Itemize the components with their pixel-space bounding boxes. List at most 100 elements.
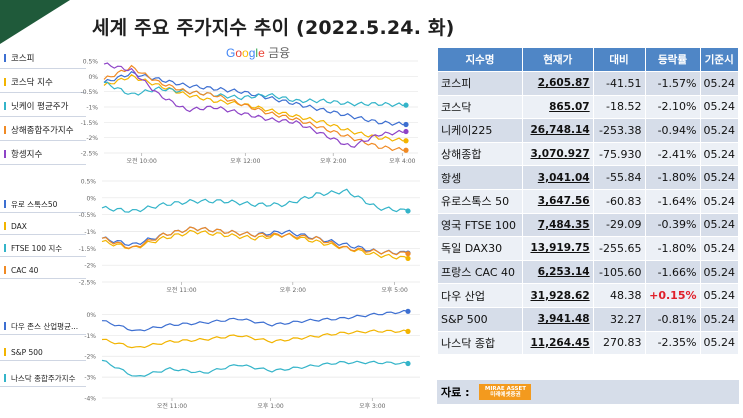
change-rate: -1.64% <box>644 188 701 214</box>
legend-item[interactable]: 상해종합주가지수 <box>0 120 86 141</box>
current-price-link[interactable]: 2,605.87 <box>521 71 594 96</box>
change-value: -55.84 <box>592 165 646 190</box>
y-tick-label: 0.5% <box>81 179 97 186</box>
series-line <box>103 62 407 148</box>
series-end-point <box>405 360 411 367</box>
legend-swatch <box>4 54 6 62</box>
y-tick-label: -1% <box>86 105 98 112</box>
table-row: 상해종합 3,070.927 -75.930 -2.41% 05.24 <box>437 141 739 167</box>
table-row: 코스피 2,605.87 -41.51 -1.57% 05.24 <box>437 71 739 96</box>
change-value: -29.09 <box>592 212 646 238</box>
x-tick-label: 오후 3:00 <box>359 402 386 410</box>
base-time: 05.24 <box>699 165 739 190</box>
legend-item[interactable]: 코스닥 지수 <box>0 72 86 93</box>
change-value: 32.27 <box>592 306 646 332</box>
legend-swatch <box>4 322 6 330</box>
legend-item[interactable]: 나스닥 종합주가지수 <box>0 370 86 387</box>
legend-label: FTSE 100 지수 <box>11 243 63 253</box>
x-tick-label: 오후 2:00 <box>320 157 347 165</box>
index-name: 항셍 <box>437 165 523 190</box>
y-tick-label: 0% <box>86 195 96 202</box>
current-price-link[interactable]: 7,484.35 <box>521 212 594 238</box>
legend-item[interactable]: CAC 40 <box>0 262 86 279</box>
legend-label: 코스닥 지수 <box>11 78 53 88</box>
change-rate: -0.39% <box>644 212 701 238</box>
legend-label: DAX <box>11 221 27 231</box>
x-tick-label: 오전 11:00 <box>166 286 196 294</box>
change-rate: -1.57% <box>644 71 701 96</box>
legend-label: 항셍지수 <box>11 150 43 160</box>
legend-label: 나스닥 종합주가지수 <box>11 373 76 383</box>
legend-item[interactable]: S&P 500 <box>0 344 86 361</box>
legend-item[interactable]: FTSE 100 지수 <box>0 240 86 257</box>
index-name: 유로스톡스 50 <box>437 188 523 214</box>
series-line <box>101 329 409 349</box>
base-time: 05.24 <box>699 283 739 308</box>
current-price-link[interactable]: 865.07 <box>521 94 594 120</box>
change-rate: -0.81% <box>644 306 701 332</box>
series-end-point <box>405 208 411 214</box>
table-row: 코스닥 865.07 -18.52 -2.10% 05.24 <box>437 94 739 120</box>
x-tick-label: 오후 5:00 <box>381 286 408 294</box>
legend-item[interactable]: DAX <box>0 218 86 235</box>
y-tick-label: -2.5% <box>81 151 99 158</box>
y-tick-label: 0% <box>88 74 98 81</box>
change-value: -255.65 <box>592 236 646 261</box>
table-row: 유로스톡스 50 3,647.56 -60.83 -1.64% 05.24 <box>437 188 739 214</box>
legend-swatch <box>4 222 6 230</box>
legend-swatch <box>4 374 6 382</box>
current-price-link[interactable]: 13,919.75 <box>521 236 594 261</box>
legend-swatch <box>4 266 6 274</box>
google-letter: o <box>242 46 249 60</box>
series-line <box>101 309 409 332</box>
base-time: 05.24 <box>699 330 739 356</box>
index-name: 상해종합 <box>437 141 523 167</box>
change-rate: -1.80% <box>644 165 701 190</box>
x-tick-label: 오후 12:00 <box>230 157 260 165</box>
table-row: 다우 산업 31,928.62 48.38 +0.15% 05.24 <box>437 283 739 308</box>
current-price-link[interactable]: 3,041.04 <box>521 165 594 190</box>
y-tick-label: -1% <box>84 333 96 340</box>
base-time: 05.24 <box>699 236 739 261</box>
legend-item[interactable]: 닛케이 평균주가 <box>0 96 86 117</box>
legend-label: 상해종합주가지수 <box>11 126 74 136</box>
base-time: 05.24 <box>699 118 739 143</box>
index-name: 나스닥 종합 <box>437 330 523 356</box>
legend-item[interactable]: 코스피 <box>0 48 86 69</box>
current-price-link[interactable]: 26,748.14 <box>521 118 594 143</box>
table-header-row: 지수명 현재가 대비 등락률 기준시 <box>437 47 739 72</box>
change-rate: -0.94% <box>644 118 701 143</box>
legend-item[interactable]: 항셍지수 <box>0 144 86 165</box>
index-name: 영국 FTSE 100 <box>437 212 523 238</box>
y-tick-label: -2% <box>84 263 96 270</box>
google-letter: G <box>226 46 236 60</box>
legend-item[interactable]: 유로 스톡스50 <box>0 196 86 213</box>
google-letter: l <box>255 46 259 60</box>
current-price-link[interactable]: 31,928.62 <box>521 283 594 308</box>
series-end-point <box>403 147 409 153</box>
series-end-point <box>403 102 409 108</box>
index-table: 지수명 현재가 대비 등락률 기준시 코스피 2,605.87 -41.51 -1.5… <box>437 47 739 356</box>
x-tick-label: 오후 4:00 <box>389 157 416 165</box>
legend-label: 코스피 <box>11 54 35 64</box>
table-row: 독일 DAX30 13,919.75 -255.65 -1.80% 05.24 <box>437 236 739 261</box>
current-price-link[interactable]: 6,253.14 <box>521 259 594 285</box>
y-tick-label: -1.5% <box>81 120 99 127</box>
table-row: 영국 FTSE 100 7,484.35 -29.09 -0.39% 05.24 <box>437 212 739 238</box>
series-line <box>103 81 407 108</box>
current-price-link[interactable]: 11,264.45 <box>521 330 594 356</box>
google-letter: o <box>235 46 243 60</box>
current-price-link[interactable]: 3,941.48 <box>521 306 594 332</box>
google-suffix: 금융 <box>264 46 291 60</box>
y-tick-label: -2% <box>84 354 96 361</box>
header-price: 현재가 <box>521 47 594 72</box>
legend-item[interactable]: 다우 존스 산업평균... <box>0 318 86 335</box>
y-tick-label: -1.5% <box>79 246 97 253</box>
logo-line2: 미래에셋증권 <box>490 392 521 398</box>
base-time: 05.24 <box>699 188 739 214</box>
legend-swatch <box>4 78 6 86</box>
current-price-link[interactable]: 3,070.927 <box>521 141 594 167</box>
series-end-point <box>405 255 411 262</box>
x-tick-label: 오전 11:00 <box>157 402 187 410</box>
current-price-link[interactable]: 3,647.56 <box>521 188 594 214</box>
